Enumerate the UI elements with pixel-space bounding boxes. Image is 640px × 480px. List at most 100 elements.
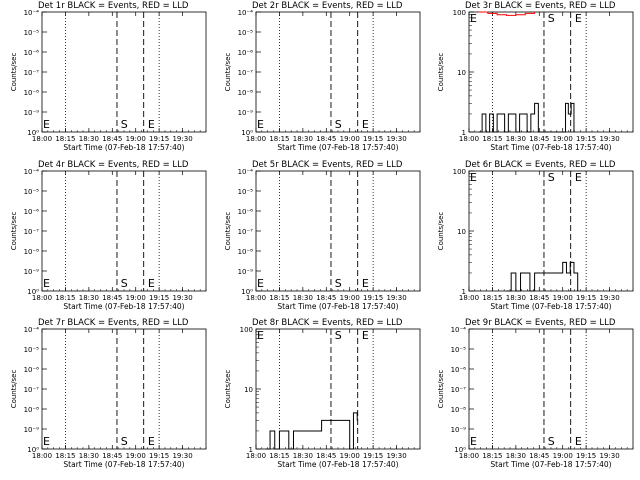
y-tick-label: 10⁻⁸ bbox=[24, 248, 40, 256]
x-tick-label: 18:00 bbox=[32, 135, 52, 143]
panel-title: Det 8r BLACK = Events, RED = LLD bbox=[252, 318, 403, 328]
x-tick-label: 18:00 bbox=[459, 452, 479, 460]
marker-e: E bbox=[362, 277, 369, 290]
plot-frame bbox=[468, 328, 634, 450]
x-tick-label: 19:15 bbox=[363, 452, 383, 460]
marker-e: E bbox=[362, 329, 369, 342]
marker-e: E bbox=[470, 435, 477, 448]
y-tick-label: 100 bbox=[453, 9, 466, 17]
x-tick-label: 18:15 bbox=[269, 135, 289, 143]
x-tick-label: 19:00 bbox=[340, 294, 360, 302]
marker-e: E bbox=[148, 118, 155, 131]
y-tick-label: 10⁻⁷ bbox=[24, 228, 40, 236]
y-tick-label: 10⁰ bbox=[454, 446, 466, 454]
y-tick-label: 10⁰ bbox=[241, 129, 253, 137]
marker-s: S bbox=[121, 435, 128, 448]
y-tick-label: 10⁻⁹ bbox=[24, 109, 40, 117]
marker-e: E bbox=[575, 12, 582, 25]
x-tick-label: 18:45 bbox=[102, 135, 122, 143]
marker-e: E bbox=[470, 171, 477, 184]
y-tick-label: 10⁻⁵ bbox=[238, 29, 254, 37]
y-tick-label: 10⁻⁷ bbox=[451, 386, 467, 394]
marker-e: E bbox=[43, 277, 50, 290]
plot-frame bbox=[41, 11, 207, 133]
x-tick-label: 18:00 bbox=[32, 294, 52, 302]
x-axis-label: Start Time (07-Feb-18 17:57:40) bbox=[63, 460, 184, 469]
x-tick-label: 18:30 bbox=[79, 294, 99, 302]
y-tick-label: 10⁻⁶ bbox=[238, 49, 254, 57]
y-tick-label: 10⁻⁸ bbox=[24, 406, 40, 414]
marker-e: E bbox=[43, 435, 50, 448]
y-tick-label: 1 bbox=[462, 129, 466, 137]
x-axis-label: Start Time (07-Feb-18 17:57:40) bbox=[277, 460, 398, 469]
panel-title: Det 7r BLACK = Events, RED = LLD bbox=[38, 318, 189, 328]
x-tick-label: 19:00 bbox=[553, 135, 573, 143]
marker-s: S bbox=[121, 277, 128, 290]
panel-title: Det 2r BLACK = Events, RED = LLD bbox=[252, 1, 403, 11]
x-tick-label: 19:15 bbox=[576, 452, 596, 460]
y-tick-label: 10 bbox=[457, 228, 466, 236]
x-tick-label: 19:15 bbox=[149, 294, 169, 302]
y-tick-label: 10⁻⁹ bbox=[451, 426, 467, 434]
panel-title: Det 4r BLACK = Events, RED = LLD bbox=[38, 160, 189, 170]
x-axis-label: Start Time (07-Feb-18 17:57:40) bbox=[490, 460, 611, 469]
y-tick-label: 10⁻⁵ bbox=[24, 29, 40, 37]
x-tick-label: 19:30 bbox=[386, 294, 406, 302]
x-tick-label: 18:45 bbox=[102, 452, 122, 460]
marker-e: E bbox=[257, 277, 264, 290]
y-axis-label: Counts/sec bbox=[10, 53, 18, 92]
series-events bbox=[265, 412, 358, 450]
y-axis-label: Counts/sec bbox=[437, 212, 445, 251]
x-tick-label: 18:30 bbox=[506, 452, 526, 460]
panel-title: Det 6r BLACK = Events, RED = LLD bbox=[465, 160, 616, 170]
x-tick-label: 19:00 bbox=[340, 135, 360, 143]
plot-frame bbox=[41, 328, 207, 450]
y-axis-label: Counts/sec bbox=[437, 53, 445, 92]
y-tick-label: 10⁻⁵ bbox=[24, 346, 40, 354]
x-tick-label: 18:45 bbox=[529, 452, 549, 460]
y-tick-label: 10⁻⁹ bbox=[238, 109, 254, 117]
marker-e: E bbox=[470, 12, 477, 25]
y-tick-label: 10⁻⁴ bbox=[238, 9, 254, 17]
series-events bbox=[478, 102, 575, 133]
y-tick-label: 10⁰ bbox=[27, 446, 39, 454]
x-tick-label: 19:30 bbox=[172, 452, 192, 460]
x-tick-label: 19:30 bbox=[599, 135, 619, 143]
y-tick-label: 10⁻⁶ bbox=[24, 366, 40, 374]
marker-s: S bbox=[121, 118, 128, 131]
panel-title: Det 9r BLACK = Events, RED = LLD bbox=[465, 318, 616, 328]
x-tick-label: 18:15 bbox=[55, 452, 75, 460]
marker-s: S bbox=[548, 435, 555, 448]
x-tick-label: 19:15 bbox=[149, 452, 169, 460]
x-tick-label: 19:00 bbox=[126, 294, 146, 302]
y-axis-label: Counts/sec bbox=[224, 53, 232, 92]
x-tick-label: 18:30 bbox=[79, 135, 99, 143]
y-tick-label: 1 bbox=[462, 288, 466, 296]
x-tick-label: 18:00 bbox=[459, 294, 479, 302]
x-tick-label: 18:30 bbox=[506, 135, 526, 143]
x-tick-label: 19:30 bbox=[599, 452, 619, 460]
x-tick-label: 18:45 bbox=[529, 294, 549, 302]
x-tick-label: 18:00 bbox=[32, 452, 52, 460]
marker-e: E bbox=[148, 435, 155, 448]
y-tick-label: 10⁻⁵ bbox=[238, 188, 254, 196]
panel-det9r: Det 9r BLACK = Events, RED = LLD 18:00 18:… bbox=[437, 318, 634, 469]
x-tick-label: 19:15 bbox=[363, 294, 383, 302]
marker-s: S bbox=[548, 12, 555, 25]
y-tick-label: 10⁻⁹ bbox=[24, 426, 40, 434]
x-tick-label: 19:30 bbox=[172, 294, 192, 302]
marker-e: E bbox=[43, 118, 50, 131]
plot-frame bbox=[41, 170, 207, 292]
x-tick-label: 18:15 bbox=[269, 294, 289, 302]
x-tick-label: 18:15 bbox=[482, 294, 502, 302]
x-tick-label: 18:45 bbox=[102, 294, 122, 302]
x-tick-label: 18:30 bbox=[293, 135, 313, 143]
panel-title: Det 1r BLACK = Events, RED = LLD bbox=[38, 1, 189, 11]
panel-title: Det 5r BLACK = Events, RED = LLD bbox=[252, 160, 403, 170]
x-tick-label: 18:00 bbox=[246, 294, 266, 302]
y-tick-label: 10⁻⁶ bbox=[238, 208, 254, 216]
